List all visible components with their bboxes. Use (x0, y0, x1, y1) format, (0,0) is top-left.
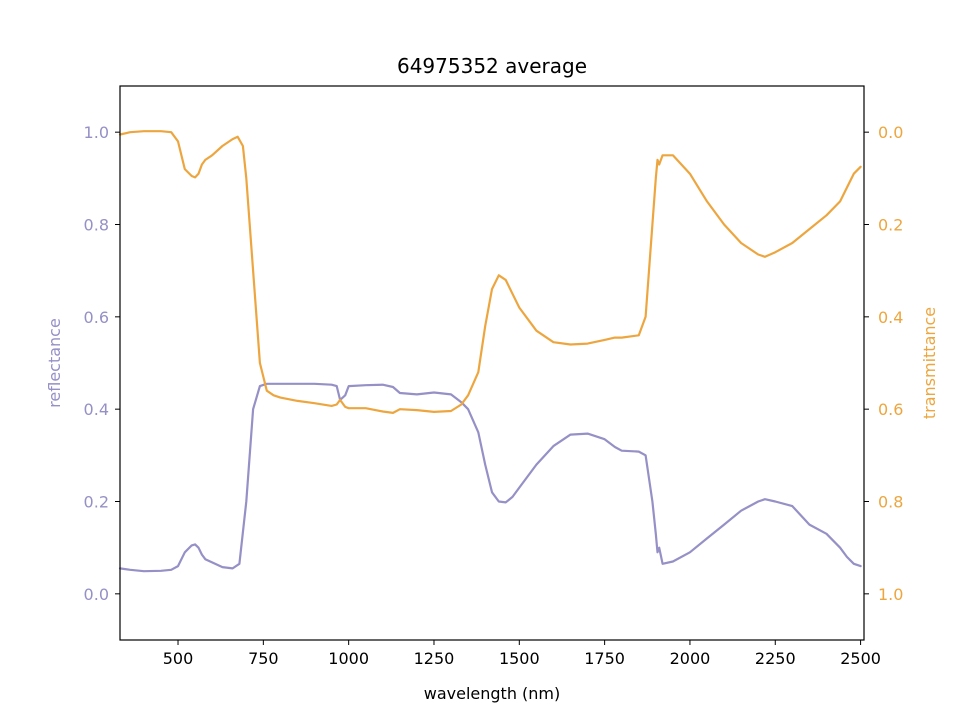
y-right-tick-label: 0.6 (878, 400, 903, 419)
y-left-tick-label: 0.8 (84, 216, 109, 235)
x-tick-label: 2250 (755, 649, 796, 668)
chart-title: 64975352 average (397, 54, 587, 78)
plot-frame (119, 85, 865, 641)
x-tick-label: 1250 (414, 649, 455, 668)
x-tick-label: 750 (248, 649, 279, 668)
y-axis-right: 0.0 0.2 0.4 0.6 0.8 1.0 (864, 123, 903, 604)
x-axis: 500 750 1000 1250 1500 1750 2000 2250 2500 (163, 640, 881, 668)
y-left-tick-label: 0.4 (84, 400, 109, 419)
x-tick-label: 1750 (584, 649, 625, 668)
x-tick-label: 1500 (499, 649, 540, 668)
y-axis-right-label: transmittance (920, 307, 939, 419)
y-right-tick-label: 0.0 (878, 123, 903, 142)
y-left-tick-label: 1.0 (84, 123, 109, 142)
series-layer (118, 130, 862, 573)
y-left-tick-label: 0.0 (84, 585, 109, 604)
x-tick-label: 2500 (840, 649, 881, 668)
y-right-tick-label: 0.4 (878, 308, 903, 327)
x-tick-label: 500 (163, 649, 194, 668)
transmittance-series-line (118, 130, 862, 414)
x-tick-label: 1000 (328, 649, 369, 668)
y-right-tick-label: 0.2 (878, 216, 903, 235)
x-tick-label: 2000 (670, 649, 711, 668)
x-axis-label: wavelength (nm) (424, 684, 561, 703)
y-right-tick-label: 1.0 (878, 585, 903, 604)
y-left-tick-label: 0.2 (84, 493, 109, 512)
y-axis-left: 0.0 0.2 0.4 0.6 0.8 1.0 (84, 123, 120, 604)
y-axis-left-label: reflectance (45, 318, 64, 408)
y-left-tick-label: 0.6 (84, 308, 109, 327)
y-right-tick-label: 0.8 (878, 493, 903, 512)
reflectance-series-line (118, 382, 862, 573)
